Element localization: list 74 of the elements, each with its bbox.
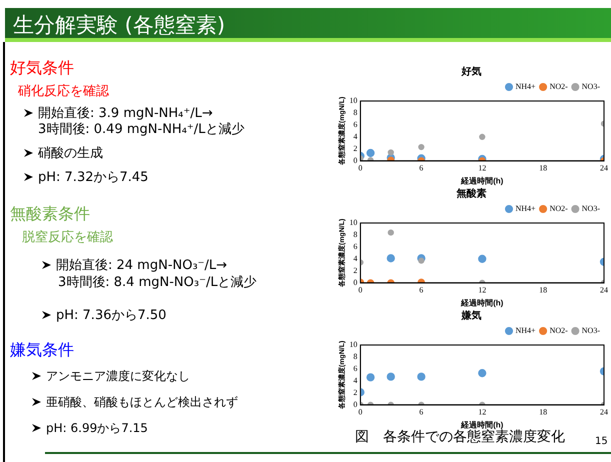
point: [386, 254, 395, 262]
x-tick-label: 12: [478, 286, 486, 295]
legend-label: NH4+: [515, 326, 536, 336]
y-tick-label: 8: [353, 352, 358, 362]
x-tick-label: 12: [478, 164, 486, 173]
text: 亜硝酸、硝酸もほとんど検出されず: [46, 394, 238, 411]
x-tick-label: 18: [539, 408, 548, 417]
x-tick-label: 18: [539, 286, 548, 295]
y-tick-label: 8: [353, 108, 358, 118]
chart-title: 好気: [460, 66, 482, 78]
y-tick-label: 8: [353, 230, 358, 240]
y-tick-label: 4: [353, 132, 358, 141]
x-tick-label: 6: [419, 408, 424, 417]
point: [366, 373, 375, 382]
y-tick-label: 10: [349, 340, 358, 350]
point: [478, 254, 486, 263]
legend-label: NO3-: [582, 204, 600, 214]
y-tick-label: 6: [353, 242, 358, 252]
text: 脱窒反応を確認: [22, 229, 113, 246]
x-axis-title: 経過時間(h): [460, 176, 504, 186]
legend-label: NO3-: [582, 326, 600, 336]
y-tick-label: 4: [353, 376, 358, 385]
chart-title: 嫌気: [460, 310, 482, 322]
text: 開始直後: 24 mgN-NO₃⁻/L→: [56, 257, 228, 274]
text: pH: 7.36から7.50: [56, 307, 166, 324]
y-tick-label: 2: [353, 388, 358, 397]
text: 3時間後: 0.49 mgN-NH₄⁺/Lと減少: [38, 121, 244, 138]
text: 硝酸の生成: [38, 145, 103, 162]
x-tick-label: 24: [600, 286, 608, 295]
text: pH: 6.99から7.15: [46, 420, 148, 437]
point: [388, 149, 394, 156]
y-tick-label: 0: [353, 278, 358, 287]
point: [478, 369, 486, 378]
text: 生分解実験 (各態窒素): [5, 8, 611, 42]
legend-label: NO3-: [582, 82, 600, 92]
y-tick-label: 4: [353, 254, 358, 263]
text: 嫌気条件: [10, 340, 74, 361]
y-tick-label: 0: [353, 400, 358, 409]
y-tick-label: 6: [353, 364, 358, 374]
x-tick-label: 6: [419, 286, 424, 295]
x-tick-label: 6: [419, 164, 424, 173]
y-tick-label: 2: [353, 144, 358, 153]
y-tick-label: 0: [353, 156, 358, 165]
text: 開始直後: 3.9 mgN-NH₄⁺/L→: [38, 105, 213, 122]
point: [366, 148, 375, 158]
text: 3時間後: 8.4 mgN-NO₃⁻/Lと減少: [58, 274, 257, 291]
text: pH: 7.32から7.45: [38, 169, 148, 186]
point: [417, 372, 426, 381]
text: 図 各条件での各態窒素濃度変化: [355, 429, 565, 446]
text: 硝化反応を確認: [18, 83, 109, 100]
legend-label: NO2-: [550, 326, 568, 336]
x-tick-label: 12: [478, 408, 486, 417]
point: [418, 144, 424, 150]
x-tick-label: 24: [600, 164, 608, 173]
x-axis-title: 経過時間(h): [460, 420, 504, 430]
legend-label: NO2-: [550, 82, 568, 92]
legend-label: NO2-: [550, 204, 568, 214]
point: [386, 372, 395, 381]
text: 15: [595, 436, 608, 447]
y-tick-label: 10: [349, 96, 358, 106]
x-axis-title: 経過時間(h): [460, 298, 504, 308]
text: 好気条件: [10, 58, 74, 79]
y-tick-label: 2: [353, 266, 358, 275]
text: 無酸素条件: [10, 204, 90, 225]
x-tick-label: 24: [600, 408, 608, 417]
legend-label: NH4+: [515, 82, 536, 92]
legend-label: NH4+: [515, 204, 536, 214]
x-tick-label: 18: [539, 164, 548, 173]
point: [479, 134, 486, 140]
point: [418, 258, 424, 264]
chart-title: 無酸素: [456, 188, 486, 200]
y-tick-label: 6: [353, 120, 358, 130]
text: アンモニア濃度に変化なし: [46, 368, 190, 385]
y-tick-label: 10: [349, 218, 358, 228]
